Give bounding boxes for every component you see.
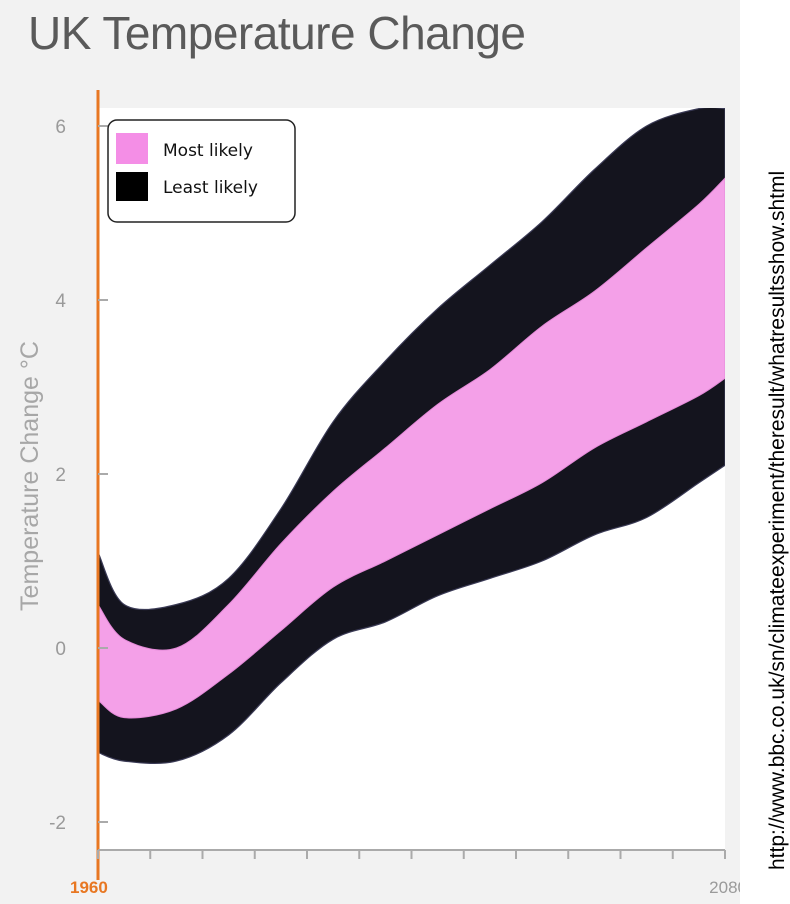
bands [98, 108, 725, 765]
y-tick-label-2: 2 [55, 465, 66, 486]
y-tick-label-4: 4 [55, 291, 66, 312]
legend-swatch-least-likely [116, 172, 148, 201]
y-tick-label--2: -2 [49, 813, 66, 834]
legend: Most likely Least likely [107, 119, 296, 223]
chart-title: UK Temperature Change [28, 7, 526, 59]
x-tick-label-2080: 2080 [709, 878, 740, 897]
legend-label-least-likely: Least likely [163, 178, 258, 198]
band-most-likely [98, 177, 725, 719]
x-tick-label-1960: 1960 [70, 878, 108, 897]
legend-box [107, 119, 296, 223]
y-axis-label: Temperature Change °C [16, 341, 44, 611]
y-tick-label-0: 0 [55, 639, 66, 660]
y-tick-label-6: 6 [55, 117, 66, 138]
source-url: http://www.bbc.co.uk/sn/climateexperimen… [766, 170, 789, 870]
legend-swatch-most-likely [116, 133, 148, 164]
legend-label-most-likely: Most likely [163, 141, 253, 161]
